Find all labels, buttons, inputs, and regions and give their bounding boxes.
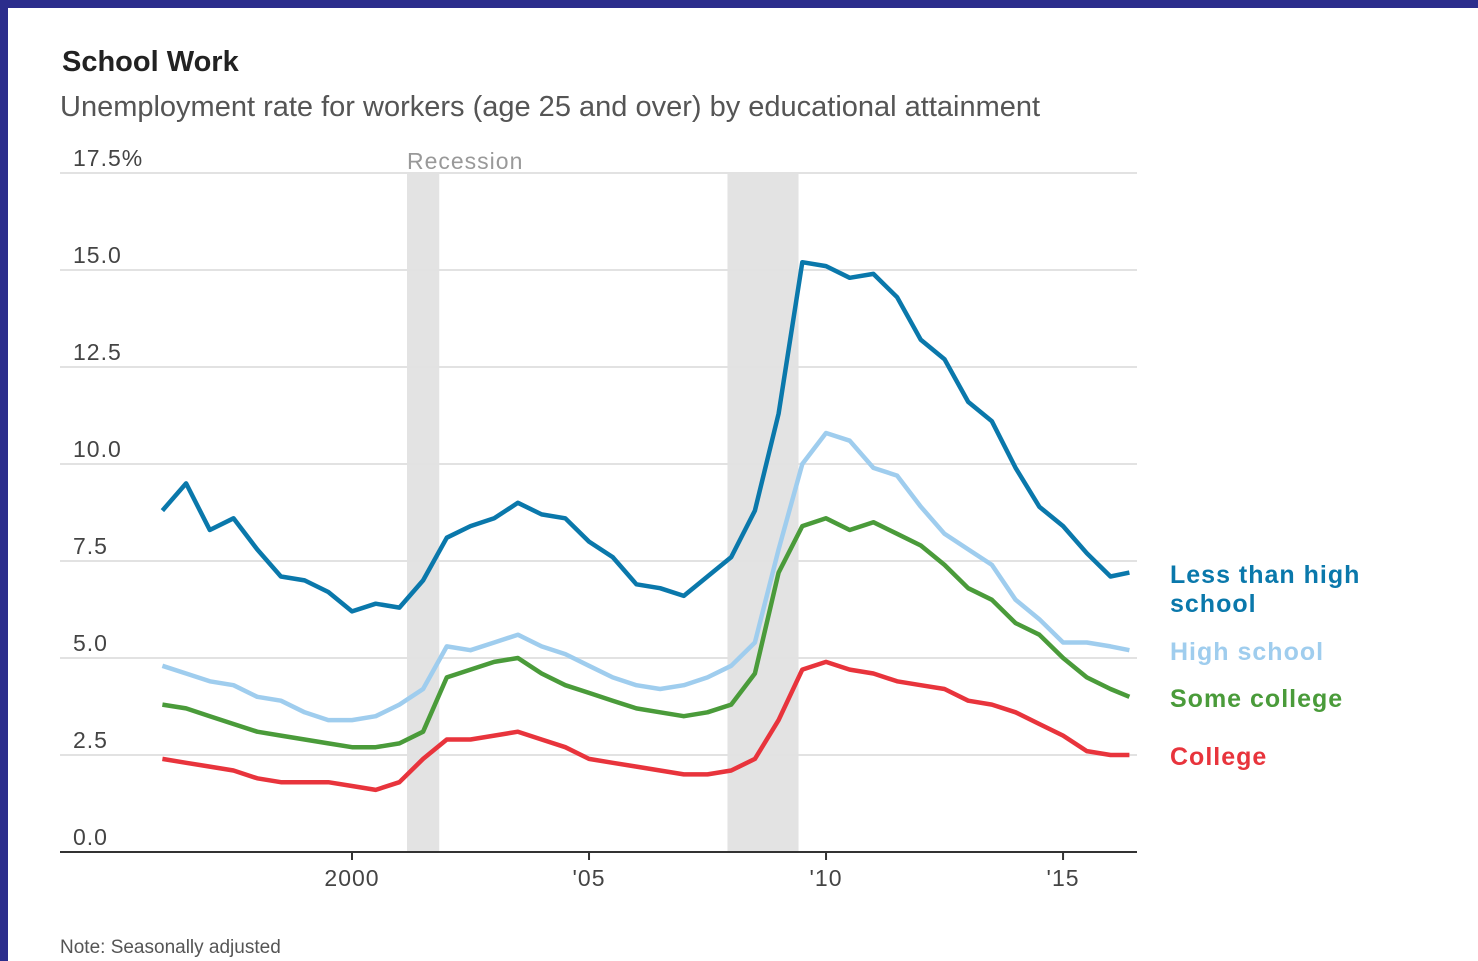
y-tick-label: 17.5%	[73, 145, 143, 171]
legend-label: Less than high school	[1170, 560, 1361, 618]
y-tick-label: 12.5	[73, 339, 122, 365]
series-line	[160, 259, 1130, 614]
legend-label: College	[1170, 743, 1268, 771]
y-tick-label: 10.0	[73, 436, 122, 462]
y-tick-label: 2.5	[73, 727, 108, 753]
chart-frame: School Work Unemployment rate for worker…	[8, 8, 1478, 961]
y-tick-label: 7.5	[73, 533, 108, 559]
series-line	[162, 659, 1130, 793]
y-tick-label: 15.0	[73, 242, 122, 268]
plot: Recession 0.0 2.5 5.0 7.5 10.0 12.5 15.0 17.5% 20…	[60, 145, 1137, 891]
y-tick-label: 0.0	[73, 824, 108, 850]
chart-title: School Work	[62, 46, 239, 78]
recession-label: Recession	[407, 148, 523, 174]
series-line	[162, 516, 1131, 750]
series-line	[161, 430, 1130, 723]
x-tick-label: '15	[1047, 865, 1080, 891]
chart-note: Note: Seasonally adjusted	[60, 937, 281, 958]
y-tick-label: 5.0	[73, 630, 108, 656]
legend-label: Some college	[1170, 684, 1344, 713]
x-tick-label: '10	[810, 865, 843, 891]
chart-subtitle: Unemployment rate for workers (age 25 an…	[60, 91, 1041, 123]
x-tick-label: 2000	[324, 865, 379, 891]
x-tick-label: '05	[573, 865, 606, 891]
legend-label: High school	[1170, 638, 1325, 667]
